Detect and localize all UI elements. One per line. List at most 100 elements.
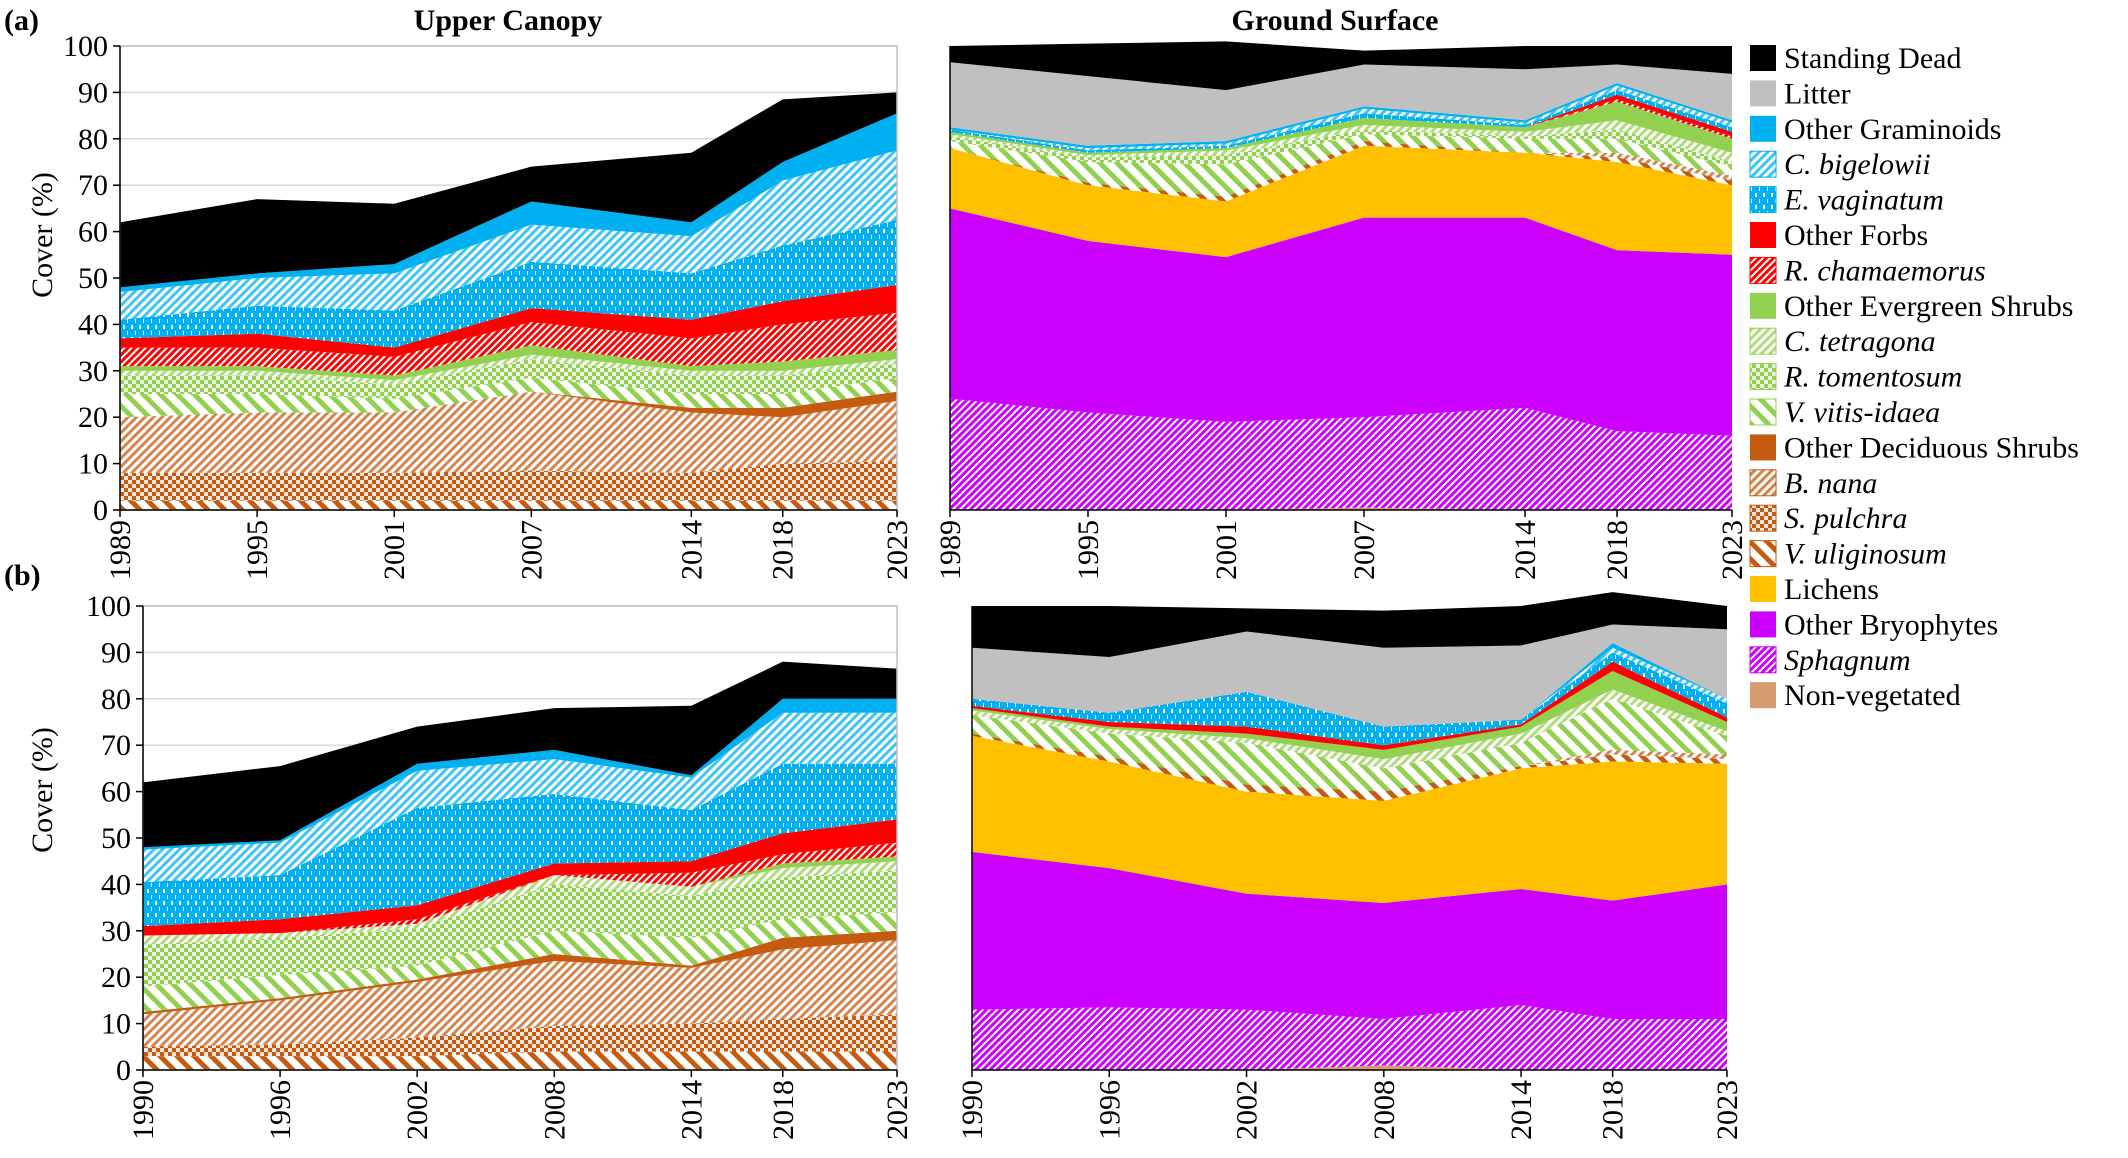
chart-upper-canopy-b: 0 10 20 30 40 50 60 70 80 90 100 1990 1996 2002 2008 20…	[86, 590, 914, 1140]
title-ground-surface-a: Ground Surface	[1232, 4, 1439, 37]
area-c-bigelowii	[972, 647, 1727, 727]
x-tick-label: 1989	[934, 520, 967, 580]
y-tick-label: 80	[78, 123, 108, 156]
legend-label: Other Bryophytes	[1784, 608, 1998, 641]
x-tick-label: 2002	[401, 1080, 434, 1140]
area-litter	[972, 624, 1727, 727]
y-tick-label: 30	[78, 355, 108, 388]
x-tick-label: 1995	[1072, 520, 1105, 580]
legend-label: C. tetragona	[1784, 325, 1936, 358]
x-tick-label: 1996	[1093, 1080, 1126, 1140]
x-tick-label: 2001	[1210, 520, 1243, 580]
x-tick-label: 2023	[1711, 1080, 1744, 1140]
legend-item-v-uliginosum: V. uliginosum	[1749, 538, 1947, 571]
legend-swatch	[1750, 576, 1776, 602]
y-tick-label: 50	[78, 262, 108, 295]
legend-item-r-chamaemorus: R. chamaemorus	[1749, 254, 1986, 287]
legend-item-non-vegetated: Non-vegetated	[1750, 679, 1961, 712]
y-tick-label: 60	[101, 776, 131, 809]
y-tick-label: 90	[101, 636, 131, 669]
y-tick-label: 70	[101, 729, 131, 762]
y-tick-label: 0	[116, 1054, 131, 1087]
x-tick-label: 2023	[881, 1080, 914, 1140]
legend-item-other-forbs: Other Forbs	[1750, 219, 1928, 252]
area-litter	[950, 62, 1732, 146]
panel-label-a: (a)	[4, 4, 39, 37]
area-b-nana	[120, 391, 897, 473]
area-e-vaginatum	[143, 763, 897, 927]
legend-item-other-evergreen-shrubs: Other Evergreen Shrubs	[1750, 290, 2073, 323]
x-tick-label: 1995	[241, 520, 274, 580]
area-other-bryophytes	[972, 851, 1727, 1019]
legend-item-other-bryophytes: Other Bryophytes	[1750, 608, 1998, 641]
legend-label: Other Forbs	[1784, 219, 1928, 252]
area-r-chamaemorus	[143, 842, 897, 936]
area-non-vegetated	[972, 1065, 1727, 1070]
legend-label: V. vitis-idaea	[1784, 396, 1940, 429]
x-tick-label: 2014	[1509, 520, 1542, 580]
area-other-evergreen-shrubs	[143, 856, 897, 936]
x-tick-label: 1989	[104, 520, 137, 580]
x-tick-label: 2018	[767, 520, 800, 580]
legend-item-c-tetragona: C. tetragona	[1749, 325, 1936, 358]
legend-item-c-bigelowii: C. bigelowii	[1749, 148, 1931, 181]
area-c-tetragona	[950, 120, 1732, 162]
area-r-chamaemorus	[120, 312, 897, 376]
legend-item-standing-dead: Standing Dead	[1750, 42, 1961, 75]
area-v-vitis-idaea	[950, 134, 1732, 197]
x-tick-label: 2018	[767, 1080, 800, 1140]
legend-item-other-graminoids: Other Graminoids	[1750, 113, 2001, 146]
area-v-vitis-idaea	[143, 912, 897, 1012]
legend-swatch	[1749, 256, 1777, 284]
legend-label: Other Graminoids	[1784, 113, 2001, 146]
legend-swatch	[1749, 398, 1777, 426]
x-tick-label: 2002	[1231, 1080, 1264, 1140]
legend-label: Sphagnum	[1784, 644, 1911, 677]
area-sphagnum	[950, 398, 1732, 510]
area-c-bigelowii	[950, 85, 1732, 151]
x-tick-label: 2007	[515, 520, 548, 580]
area-s-pulchra	[143, 1014, 897, 1057]
legend-swatch	[1749, 186, 1777, 214]
legend-item-litter: Litter	[1750, 77, 1851, 110]
legend-label: Standing Dead	[1784, 42, 1961, 75]
chart-ground-surface-b: 1990 1996 2002 2008 2014 2018 2023	[956, 592, 1744, 1140]
x-tick-label: 2018	[1601, 520, 1634, 580]
area-lichens	[950, 145, 1732, 258]
y-tick-label: 20	[78, 401, 108, 434]
area-e-vaginatum	[972, 652, 1727, 746]
legend-swatch	[1750, 115, 1776, 142]
legend-swatch	[1750, 80, 1776, 107]
y-tick-label: 90	[78, 76, 108, 109]
area-non-vegetated	[950, 507, 1732, 510]
legend-item-r-tomentosum: R. tomentosum	[1749, 361, 1962, 394]
y-tick-label: 80	[101, 683, 131, 716]
x-tick-label: 2014	[1505, 1080, 1538, 1140]
legend-label: V. uliginosum	[1784, 538, 1947, 571]
area-other-bryophytes	[950, 208, 1732, 436]
legend-label: Non-vegetated	[1784, 679, 1961, 712]
x-tick-label: 2023	[881, 520, 914, 580]
legend-swatch	[1749, 540, 1777, 568]
area-lichens	[972, 735, 1727, 903]
x-tick-label: 1990	[956, 1080, 989, 1140]
area-v-uliginosum	[120, 500, 897, 510]
area-other-graminoids	[972, 643, 1727, 727]
y-tick-label: 40	[101, 868, 131, 901]
legend-label: C. bigelowii	[1784, 148, 1931, 181]
area-other-deciduous-shrubs	[143, 930, 897, 1015]
area-standing-dead	[950, 41, 1732, 91]
x-tick-label: 2023	[1716, 520, 1749, 580]
area-other-forbs	[972, 661, 1727, 750]
area-s-pulchra	[120, 461, 897, 501]
area-r-tomentosum	[950, 129, 1732, 167]
y-tick-label: 60	[78, 216, 108, 249]
legend-label: B. nana	[1784, 467, 1877, 500]
area-other-deciduous-shrubs	[120, 391, 897, 418]
legend-swatch	[1749, 469, 1777, 497]
legend-label: R. chamaemorus	[1783, 254, 1986, 287]
area-r-tomentosum	[120, 359, 897, 399]
area-other-forbs	[143, 819, 897, 936]
legend-swatch	[1749, 363, 1777, 391]
